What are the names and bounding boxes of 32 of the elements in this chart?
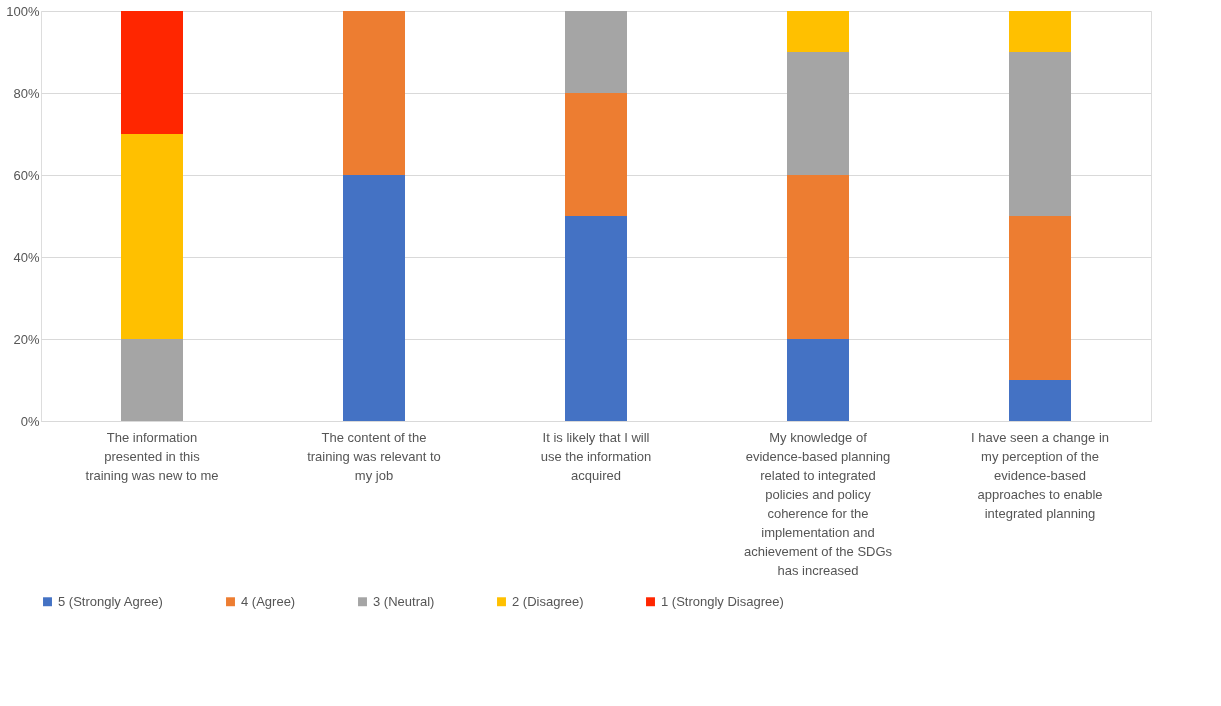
bar [787, 339, 849, 421]
y-tick-label: 80% [13, 85, 40, 101]
y-tick-label: 0% [20, 413, 40, 429]
x-tick-label: I have seen a change in my perception of the evidence-based approaches to enable integrated planning [970, 429, 1110, 521]
legend-label: 3 (Neutral) [373, 593, 435, 609]
y-tick-label: 40% [13, 249, 40, 265]
y-tick-label: 60% [13, 167, 40, 183]
bar [121, 339, 183, 421]
bar [121, 134, 183, 339]
legend-label: 2 (Disagree) [512, 593, 584, 609]
legend-label: 1 (Strongly Disagree) [661, 593, 784, 609]
bar [787, 11, 849, 52]
x-tick-label: It is likely that I will use the information acquired [540, 429, 652, 483]
bar [1009, 216, 1071, 380]
bar [343, 175, 405, 421]
x-tick-label: My knowledge of evidence-based planning related to integrated policies and policy coherence for the implementation and achievement of the SDGs has increased [743, 429, 893, 578]
x-tick-label: The information presented in this training was new to me [85, 429, 219, 483]
y-tick-label: 100% [6, 3, 40, 19]
bar [1009, 52, 1071, 216]
bar [1009, 380, 1071, 421]
legend-label: 5 (Strongly Agree) [58, 593, 163, 609]
bar [343, 11, 405, 175]
bar [565, 216, 627, 421]
bar [1009, 11, 1071, 52]
bar [787, 52, 849, 175]
x-tick-label: The content of the training was relevant to my job [307, 429, 441, 483]
bar [121, 11, 183, 134]
legend-label: 4 (Agree) [241, 593, 296, 609]
y-tick-label: 20% [13, 331, 40, 347]
bar [565, 11, 627, 93]
bar [787, 175, 849, 339]
bar [565, 93, 627, 216]
